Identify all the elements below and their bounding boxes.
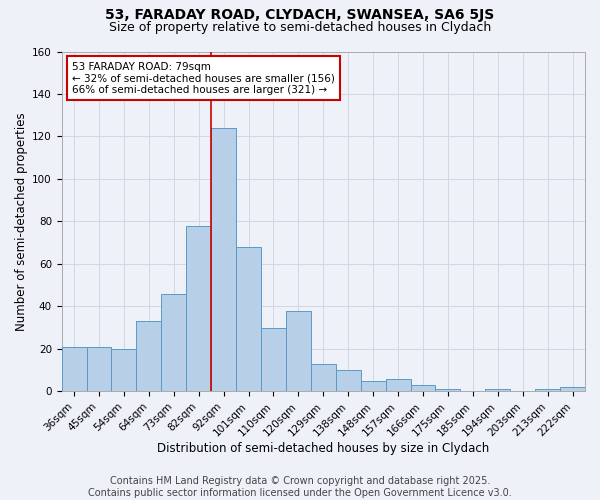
Bar xyxy=(485,389,510,392)
Text: Size of property relative to semi-detached houses in Clydach: Size of property relative to semi-detach… xyxy=(109,21,491,34)
Bar xyxy=(236,247,261,392)
Bar xyxy=(311,364,336,392)
Bar xyxy=(286,310,311,392)
Bar xyxy=(86,346,112,392)
Bar xyxy=(136,321,161,392)
Bar xyxy=(410,385,436,392)
X-axis label: Distribution of semi-detached houses by size in Clydach: Distribution of semi-detached houses by … xyxy=(157,442,490,455)
Y-axis label: Number of semi-detached properties: Number of semi-detached properties xyxy=(15,112,28,330)
Text: 53 FARADAY ROAD: 79sqm
← 32% of semi-detached houses are smaller (156)
66% of se: 53 FARADAY ROAD: 79sqm ← 32% of semi-det… xyxy=(72,62,335,95)
Text: 53, FARADAY ROAD, CLYDACH, SWANSEA, SA6 5JS: 53, FARADAY ROAD, CLYDACH, SWANSEA, SA6 … xyxy=(106,8,494,22)
Bar xyxy=(436,389,460,392)
Bar xyxy=(186,226,211,392)
Bar xyxy=(112,349,136,392)
Bar xyxy=(560,387,585,392)
Bar xyxy=(161,294,186,392)
Bar xyxy=(361,380,386,392)
Text: Contains HM Land Registry data © Crown copyright and database right 2025.
Contai: Contains HM Land Registry data © Crown c… xyxy=(88,476,512,498)
Bar xyxy=(62,346,86,392)
Bar xyxy=(261,328,286,392)
Bar xyxy=(211,128,236,392)
Bar xyxy=(386,378,410,392)
Bar xyxy=(535,389,560,392)
Bar xyxy=(336,370,361,392)
